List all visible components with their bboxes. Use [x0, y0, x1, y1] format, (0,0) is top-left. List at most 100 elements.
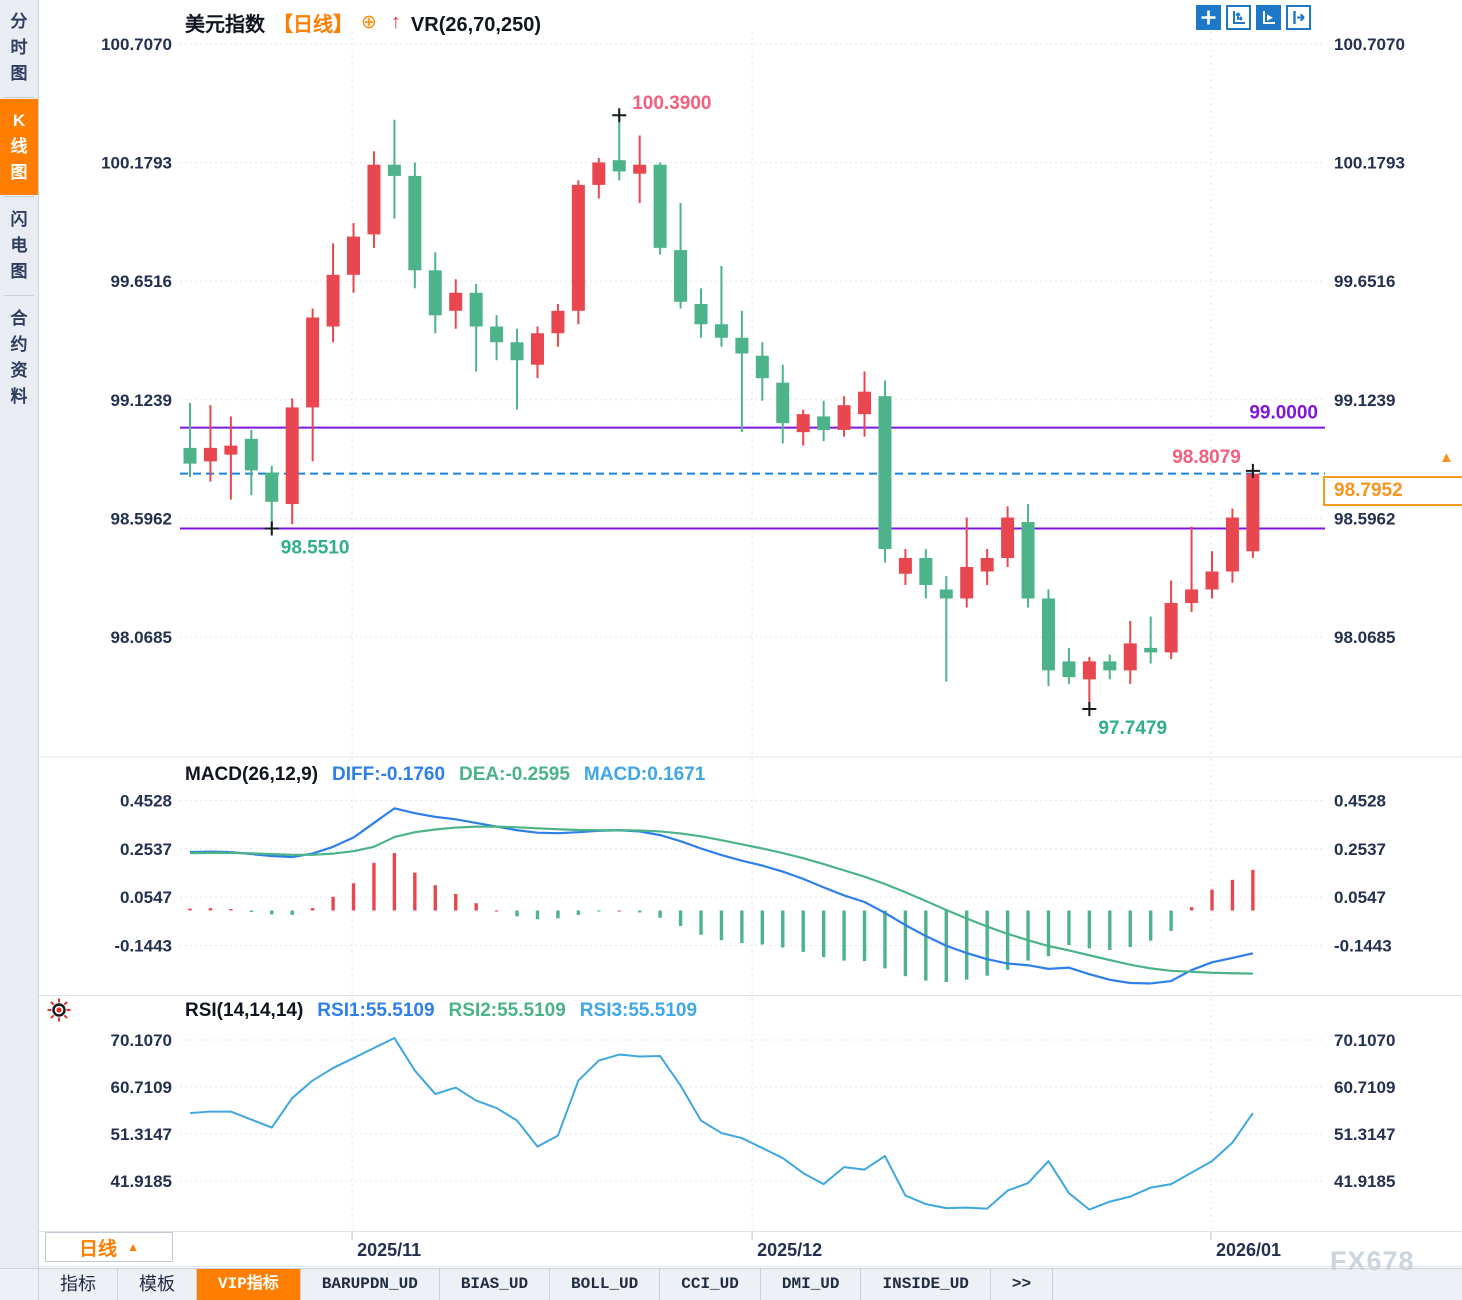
macd-histogram-bar [576, 910, 581, 915]
sidebar-item-char: 图 [10, 262, 28, 281]
indicator-settings-icon[interactable] [45, 996, 73, 1024]
candle-body [265, 472, 279, 502]
macd-histogram-bar [229, 909, 233, 911]
add-indicator-icon[interactable]: ⊕ [361, 12, 377, 33]
bottom-tab-8[interactable]: INSIDE_UD [861, 1269, 991, 1300]
candle-body [1225, 517, 1239, 572]
panel-separators [38, 756, 1462, 1267]
axis-labels: 100.7070 100.7070 100.1793 100.1793 99.6516 9… [101, 35, 1405, 1260]
macd-histogram-bar [903, 910, 908, 977]
extreme-marker-cross [264, 521, 279, 536]
bottom-tab-5[interactable]: BOLL_UD [550, 1269, 661, 1300]
timeframe-label: 日线 [79, 1238, 118, 1260]
sidebar-item-char: 闪 [10, 210, 28, 229]
macd-histogram-bar [678, 910, 683, 927]
axis-tick-label: 100.7070 [101, 35, 172, 54]
macd-histogram-bar [1189, 907, 1194, 911]
vr-indicator-label[interactable]: VR(26,70,250) [410, 14, 541, 36]
sidebar-item-3[interactable]: 合约资料 [0, 297, 38, 419]
axis-tick-label: 100.1793 [1334, 154, 1405, 173]
period-label[interactable]: 【日线】 [273, 14, 353, 36]
candle-body [387, 164, 401, 176]
macd-dea-readout: DEA:-0.2595 [459, 764, 570, 785]
macd-histogram-bar [1067, 910, 1071, 946]
macd-histogram-bar [821, 910, 826, 958]
macd-histogram-bar [985, 910, 989, 976]
candle-body [1123, 643, 1137, 671]
extreme-price-label: 100.3900 [632, 93, 711, 114]
macd-histogram-bar [515, 910, 519, 917]
rsi-line [189, 1037, 1254, 1211]
axis-tick-label: 98.5962 [1334, 509, 1395, 528]
candle-body [960, 566, 974, 599]
sidebar-item-0[interactable]: 分时图 [0, 0, 38, 96]
bottom-tab-6[interactable]: CCI_UD [660, 1269, 761, 1300]
candle-body [837, 405, 851, 430]
candle-body [490, 326, 504, 343]
axis-scale-button[interactable] [1226, 5, 1251, 30]
current-price-tag: 98.7952 [1323, 476, 1462, 506]
candle-body [224, 445, 238, 455]
timeframe-dropdown-button[interactable]: 日线 ▲ [45, 1232, 173, 1262]
candle-body [612, 160, 626, 172]
macd-histogram-bar [351, 883, 356, 911]
axis-tick-label: 0.2537 [120, 840, 172, 859]
bottom-tab-1[interactable]: 模板 [118, 1269, 197, 1300]
macd-histogram-bar [1087, 910, 1092, 949]
macd-label[interactable]: MACD(26,12,9) [185, 764, 319, 785]
sidebar-item-char: 约 [10, 335, 28, 354]
indicator-tab-bar: 指标 模板 VIP指标 BARUPDN_UD BIAS_UD BOLL_UD CCI_UD D… [0, 1268, 1462, 1300]
axis-tick-label: 99.1239 [1334, 391, 1395, 410]
macd-histogram-bar [372, 862, 376, 911]
bottom-tab-4[interactable]: BIAS_UD [440, 1269, 551, 1300]
go-latest-button[interactable] [1286, 5, 1311, 30]
bottom-tab-7[interactable]: DMI_UD [761, 1269, 862, 1300]
bottom-tab-0[interactable]: 指标 [39, 1269, 118, 1300]
bottom-tab-3[interactable]: BARUPDN_UD [301, 1269, 440, 1300]
sidebar-item-2[interactable]: 闪电图 [0, 198, 38, 294]
sidebar-item-char: K [12, 111, 26, 130]
watermark: FX678 [1330, 1246, 1415, 1276]
candlesticks[interactable] [183, 115, 1260, 710]
candle-body [408, 175, 422, 271]
x-axis-month-label: 2025/12 [757, 1240, 822, 1260]
macd-histogram-bar [924, 910, 928, 981]
extreme-marker-cross [612, 108, 627, 123]
bottom-tab-9[interactable]: >> [991, 1269, 1054, 1300]
macd-histogram-bar [965, 910, 969, 980]
candle-body [1041, 598, 1055, 671]
crosshair-tool-button[interactable] [1196, 5, 1221, 30]
bottom-tab-2[interactable]: VIP指标 [197, 1269, 301, 1300]
macd-histogram-bar [1210, 889, 1214, 911]
candle-body [449, 292, 463, 311]
tab-bar-spacer [0, 1269, 39, 1300]
price-direction-arrow: ▲ [1439, 449, 1454, 466]
rsi-label[interactable]: RSI(14,14,14) [185, 1000, 304, 1021]
macd-histogram-bar [535, 910, 540, 920]
candle-body [530, 333, 544, 365]
axis-tick-label: 0.0547 [1334, 888, 1386, 907]
candle-body [776, 382, 790, 424]
macd-histogram-bar [1251, 869, 1255, 911]
sidebar-divider [4, 97, 34, 98]
sidebar-item-char: 分 [10, 12, 28, 31]
candle-body [796, 414, 810, 433]
candle-body [571, 184, 585, 311]
macd-histogram-bar [781, 910, 785, 948]
main-chart-header: 美元指数 【日线】 ⊕ ↑ VR(26,70,250) [185, 8, 541, 37]
gridlines [180, 32, 1325, 1240]
macd-dea-line [189, 825, 1253, 975]
candle-body [653, 164, 667, 248]
axis-tick-label: 0.4528 [120, 791, 172, 810]
up-arrow-icon: ↑ [390, 11, 401, 33]
macd-histogram-bar [1230, 879, 1235, 911]
reference-lines: 99.0000 [180, 403, 1325, 530]
auto-fit-button[interactable] [1256, 5, 1281, 30]
extreme-marker-cross [1245, 463, 1260, 478]
candle-body [1205, 571, 1219, 590]
candle-body [1144, 647, 1158, 653]
sidebar-item-char: 图 [10, 64, 28, 83]
axis-tick-label: 60.7109 [1334, 1078, 1395, 1097]
